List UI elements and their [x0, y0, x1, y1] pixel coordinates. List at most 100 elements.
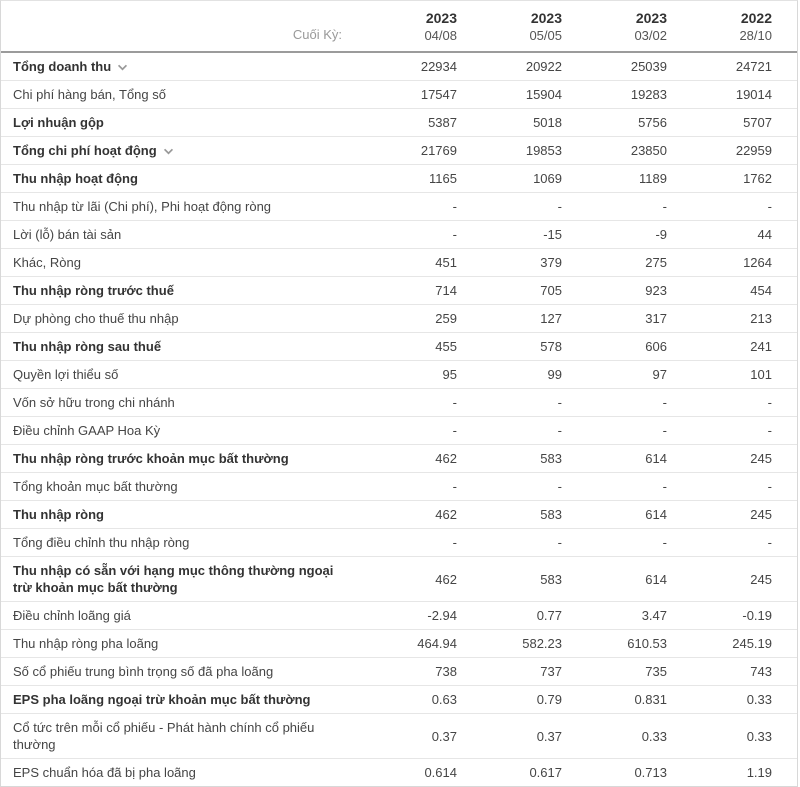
table-row: Lời (lỗ) bán tài sản - -15 -9 44: [1, 221, 797, 249]
row-label: Dự phòng cho thuế thu nhập: [13, 311, 179, 326]
row-value-cell: 0.614: [424, 765, 457, 780]
row-value-cell: 22934: [420, 59, 457, 74]
row-value-cell: 379: [540, 255, 562, 270]
row-value-cell: 1762: [743, 171, 772, 186]
row-label: Chi phí hàng bán, Tổng số: [13, 87, 166, 102]
row-value-cell: 0.79: [536, 692, 562, 707]
row-value-cell: -: [452, 395, 457, 410]
table-row: Khác, Ròng 451 379 275 1264: [1, 249, 797, 277]
row-value-cell: 19853: [525, 143, 562, 158]
chevron-down-icon: [117, 64, 128, 71]
row-value-cell: 0.713: [634, 765, 667, 780]
period-date: 04/08: [424, 28, 457, 43]
row-value-cell: 454: [750, 283, 772, 298]
row-value-cell: 19283: [630, 87, 667, 102]
row-value-cell: 0.37: [431, 728, 457, 744]
row-value-cell: 578: [540, 339, 562, 354]
period-column-header: 2023 05/05: [457, 1, 562, 53]
row-label: Điều chỉnh loãng giá: [13, 608, 131, 623]
table-row: Thu nhập có sẵn với hạng mục thông thườn…: [1, 557, 797, 602]
period-date: 03/02: [634, 28, 667, 43]
row-value-cell: 714: [435, 283, 457, 298]
table-row: Thu nhập từ lãi (Chi phí), Phi hoạt động…: [1, 193, 797, 221]
row-label: Thu nhập ròng sau thuế: [13, 339, 162, 354]
row-value-cell: 614: [645, 451, 667, 466]
row-value-cell: -: [452, 535, 457, 550]
row-value-cell: 275: [645, 255, 667, 270]
row-value-cell: 17547: [420, 87, 457, 102]
row-value-cell: -15: [543, 227, 562, 242]
row-label: Thu nhập ròng trước thuế: [13, 283, 174, 298]
row-value-cell: -0.19: [742, 608, 772, 623]
row-label-cell: Số cổ phiếu trung bình trọng số đã pha l…: [1, 658, 352, 686]
row-label: Tổng khoản mục bất thường: [13, 479, 178, 494]
row-value-cell: -: [557, 479, 562, 494]
row-value-cell: -: [767, 423, 772, 438]
row-value-cell: 0.33: [746, 728, 772, 744]
table-row: Dự phòng cho thuế thu nhập 259 127 317 213: [1, 305, 797, 333]
row-label: Tổng chi phí hoạt động: [13, 143, 157, 158]
period-column-header: 2023 04/08: [352, 1, 457, 53]
row-value-cell: 0.37: [536, 728, 562, 744]
table-row: Số cổ phiếu trung bình trọng số đã pha l…: [1, 658, 797, 686]
row-label-cell: Tổng chi phí hoạt động: [1, 137, 352, 165]
row-value-cell: 705: [540, 283, 562, 298]
row-value-cell: 22959: [735, 143, 772, 158]
table-row: EPS pha loãng ngoại trừ khoản mục bất th…: [1, 686, 797, 714]
row-label-cell: Thu nhập ròng: [1, 501, 352, 529]
period-end-header-cell: Cuối Kỳ:: [1, 1, 352, 53]
row-label: Thu nhập hoạt động: [13, 171, 138, 186]
row-value-cell: 245.19: [732, 636, 772, 651]
table-row: Thu nhập ròng 462 583 614 245: [1, 501, 797, 529]
row-value-cell: 606: [645, 339, 667, 354]
table-row: Cổ tức trên mỗi cổ phiếu - Phát hành chí…: [1, 714, 797, 759]
row-value-cell: -: [452, 199, 457, 214]
row-label-cell: Vốn sở hữu trong chi nhánh: [1, 389, 352, 417]
row-value-cell: 1069: [533, 171, 562, 186]
row-value-cell: 245: [750, 571, 772, 587]
row-label-cell: Điều chỉnh GAAP Hoa Kỳ: [1, 417, 352, 445]
expand-row-toggle[interactable]: Tổng chi phí hoạt động: [13, 142, 174, 159]
row-value-cell: -: [662, 479, 667, 494]
table-row: Tổng doanh thu 22934 20922 25039 24721: [1, 52, 797, 81]
row-value-cell: 738: [435, 664, 457, 679]
table-row: Điều chỉnh loãng giá -2.94 0.77 3.47 -0.19: [1, 602, 797, 630]
row-label-cell: Thu nhập ròng trước thuế: [1, 277, 352, 305]
row-label-cell: Tổng doanh thu: [1, 52, 352, 81]
row-value-cell: 0.63: [431, 692, 457, 707]
row-label-cell: EPS pha loãng ngoại trừ khoản mục bất th…: [1, 686, 352, 714]
row-label-cell: Quyền lợi thiểu số: [1, 361, 352, 389]
row-value-cell: 464.94: [417, 636, 457, 651]
row-label: Điều chỉnh GAAP Hoa Kỳ: [13, 423, 161, 438]
table-header-row: Cuối Kỳ: 2023 04/08 2023 05/05 2023 03/02 2022…: [1, 1, 797, 53]
row-value-cell: 737: [540, 664, 562, 679]
row-value-cell: 44: [757, 227, 772, 242]
row-value-cell: 1.19: [746, 765, 772, 780]
row-label-cell: Thu nhập ròng trước khoản mục bất thường: [1, 445, 352, 473]
table-row: Thu nhập ròng trước thuế 714 705 923 454: [1, 277, 797, 305]
row-label: EPS chuẩn hóa đã bị pha loãng: [13, 765, 196, 780]
table-body: Tổng doanh thu 22934 20922 25039 24721 Chi ph…: [1, 52, 797, 786]
row-value-cell: 23850: [630, 143, 667, 158]
expand-row-toggle[interactable]: Tổng doanh thu: [13, 58, 128, 75]
row-value-cell: -: [557, 535, 562, 550]
row-value-cell: -: [767, 395, 772, 410]
table-row: Thu nhập ròng trước khoản mục bất thường…: [1, 445, 797, 473]
row-value-cell: 317: [645, 311, 667, 326]
row-label-cell: Thu nhập ròng pha loãng: [1, 630, 352, 658]
row-label: Thu nhập có sẵn với hạng mục thông thườn…: [13, 563, 334, 595]
table-row: Thu nhập ròng pha loãng 464.94 582.23 610.5…: [1, 630, 797, 658]
row-label: Số cổ phiếu trung bình trọng số đã pha l…: [13, 664, 274, 679]
table-row: Thu nhập hoạt động 1165 1069 1189 1762: [1, 165, 797, 193]
row-label: Lợi nhuận gộp: [13, 115, 104, 130]
row-label: Thu nhập ròng trước khoản mục bất thường: [13, 451, 289, 466]
row-value-cell: 5707: [743, 115, 772, 130]
table-row: Lợi nhuận gộp 5387 5018 5756 5707: [1, 109, 797, 137]
row-value-cell: -: [767, 479, 772, 494]
period-date: 28/10: [739, 28, 772, 43]
row-value-cell: 5018: [533, 115, 562, 130]
row-value-cell: 24721: [735, 59, 772, 74]
row-value-cell: 5387: [428, 115, 457, 130]
row-label-cell: Thu nhập ròng sau thuế: [1, 333, 352, 361]
